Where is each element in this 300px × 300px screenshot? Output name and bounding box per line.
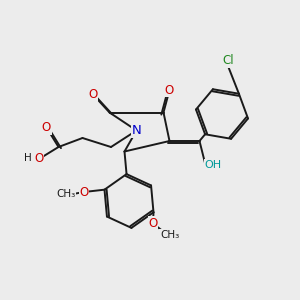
Text: H: H bbox=[24, 153, 32, 163]
Text: O: O bbox=[88, 88, 98, 101]
Text: CH₃: CH₃ bbox=[56, 189, 76, 200]
Text: OH: OH bbox=[204, 160, 222, 170]
Text: O: O bbox=[165, 83, 174, 97]
Text: O: O bbox=[148, 217, 158, 230]
Text: Cl: Cl bbox=[222, 54, 234, 67]
Text: O: O bbox=[34, 152, 43, 166]
Text: O: O bbox=[42, 121, 51, 134]
Text: N: N bbox=[132, 124, 141, 137]
Text: CH₃: CH₃ bbox=[160, 230, 179, 240]
Text: O: O bbox=[80, 185, 88, 199]
